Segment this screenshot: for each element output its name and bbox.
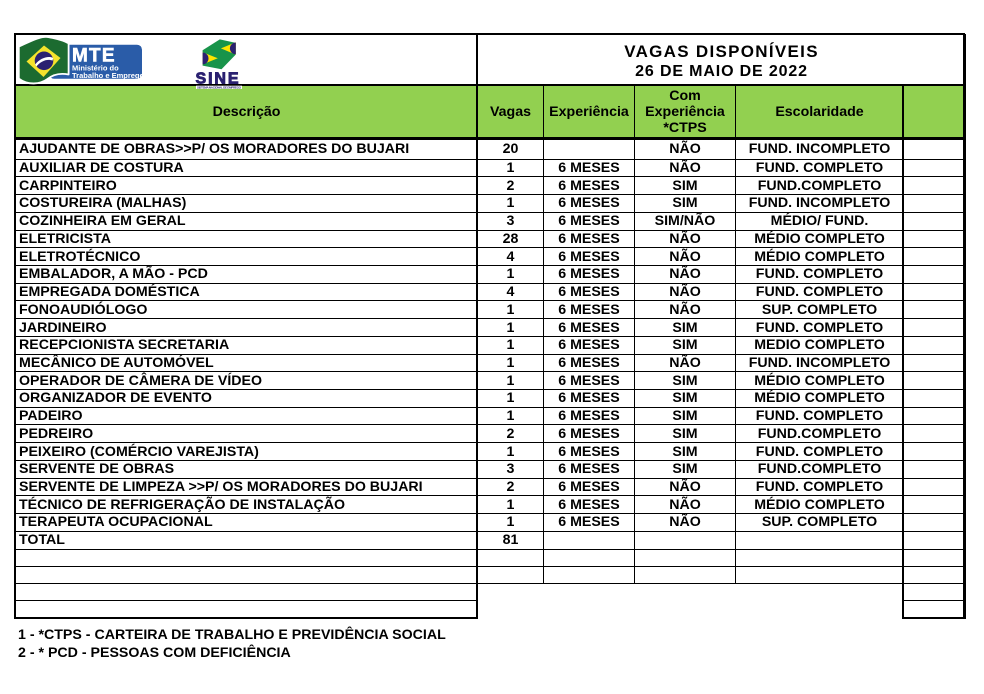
svg-text:SINE: SINE (196, 70, 241, 87)
svg-text:MTE: MTE (72, 45, 116, 66)
svg-text:SISTEMA NACIONAL DE EMPREGO: SISTEMA NACIONAL DE EMPREGO (197, 85, 242, 89)
svg-text:Ministério do: Ministério do (72, 64, 119, 73)
svg-text:Trabalho e Emprego: Trabalho e Emprego (72, 71, 145, 80)
